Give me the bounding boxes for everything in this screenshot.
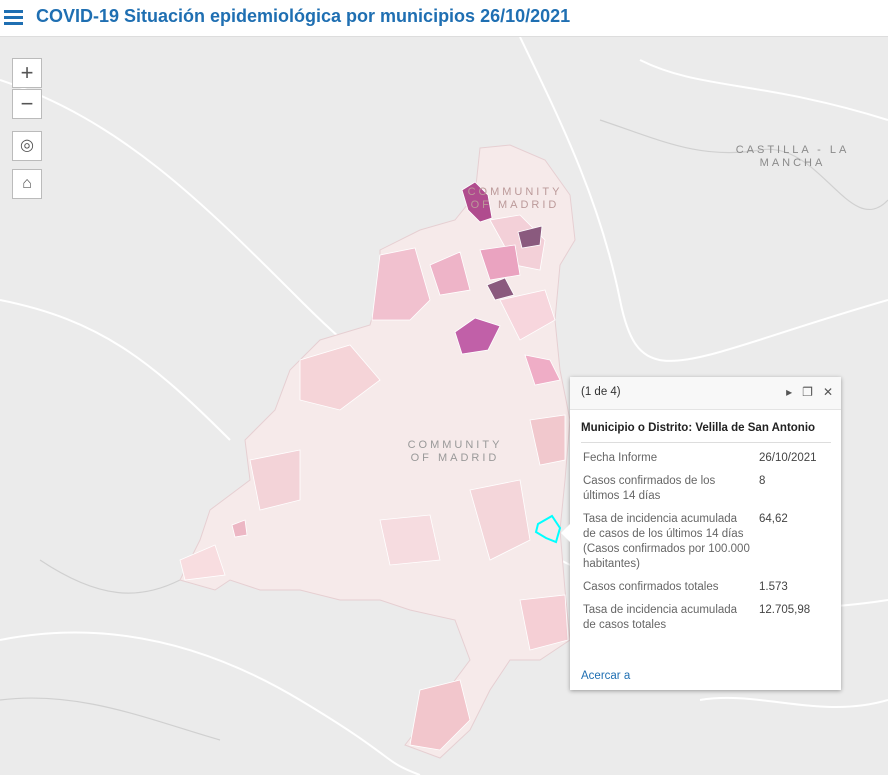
popup-row: Casos confirmados de los últimos 14 días… [580, 472, 834, 510]
field-value: 1.573 [759, 581, 788, 593]
popup-row: Fecha Informe 26/10/2021 [580, 449, 834, 472]
popup-icons[interactable]: ▸ ❐ ✕ [786, 385, 833, 399]
page-title: COVID-19 Situación epidemiológica por mu… [36, 6, 571, 26]
map[interactable] [0, 37, 888, 775]
field-value: 12.705,98 [759, 604, 811, 616]
header: COVID-19 Situación epidemiológica por mu… [0, 0, 888, 37]
popup-table: Fecha Informe 26/10/2021 Casos confirmados… [580, 449, 834, 639]
popup-row: Tasa de incidencia acumulada de casos to… [580, 601, 834, 639]
field-name: Tasa de incidencia acumulada de casos to… [583, 604, 738, 631]
popup-counter: (1 de 4) [581, 386, 621, 398]
popup-row: Casos confirmados totales 1.573 [580, 578, 834, 601]
field-value: 26/10/2021 [759, 452, 817, 464]
map-label: COMMUNITY OF MADRID [407, 439, 503, 464]
field-name: Tasa de incidencia acumulada de casos de… [583, 513, 750, 570]
zoom-to-link[interactable]: Acercar a [581, 670, 631, 682]
popup-row: Tasa de incidencia acumulada de casos de… [580, 510, 834, 578]
selected-municipality[interactable] [534, 514, 562, 544]
field-name: Casos confirmados totales [583, 581, 719, 593]
map-label: CASTILLA - LA MANCHA [735, 144, 850, 169]
menu-button[interactable] [4, 10, 23, 25]
zoom-in-button[interactable]: + [12, 58, 42, 88]
field-name: Fecha Informe [583, 452, 658, 464]
locate-button[interactable]: ◎ [12, 131, 42, 161]
region [179, 144, 576, 759]
field-value: 64,62 [759, 513, 788, 525]
map-label: COMMUNITY OF MADRID [467, 186, 563, 211]
popup: (1 de 4) ▸ ❐ ✕ Municipio o Distrito: Vel… [561, 377, 841, 690]
field-name: Casos confirmados de los últimos 14 días [583, 475, 716, 502]
municipalities [179, 181, 569, 751]
popup-title: Municipio o Distrito: Velilla de San Ant… [581, 422, 831, 443]
popup-bar: (1 de 4) ▸ ❐ ✕ [570, 377, 841, 410]
popup-pointer [561, 523, 571, 543]
home-button[interactable]: ⌂ [12, 169, 42, 199]
zoom-out-button[interactable]: − [12, 89, 42, 119]
boundaries [0, 119, 888, 741]
field-value: 8 [759, 475, 766, 487]
